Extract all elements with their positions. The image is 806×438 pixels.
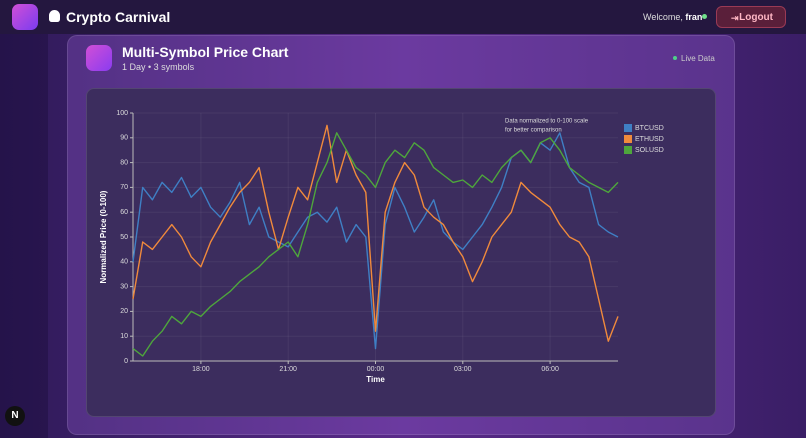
y-tick-label: 80 xyxy=(120,159,128,166)
legend-label: ETHUSD xyxy=(635,136,664,143)
legend-swatch xyxy=(624,146,632,154)
chart: 0 10 20 30 40 50 60 70 80 90 100 18:00 21:00 00:00 03:… xyxy=(99,110,664,384)
series-line xyxy=(132,124,619,342)
x-axis-label: Time xyxy=(366,375,385,384)
y-axis-label: Normalized Price (0-100) xyxy=(99,190,108,283)
annotation: for better comparison xyxy=(505,128,562,134)
x-tick-label: 18:00 xyxy=(192,366,210,373)
x-tick-label: 06:00 xyxy=(541,366,559,373)
brand: Crypto Carnival xyxy=(66,9,171,25)
annotation: Data normalized to 0-100 scale xyxy=(505,119,589,125)
sidebar xyxy=(0,34,48,438)
x-tick-label: 00:00 xyxy=(367,366,385,373)
y-tick-label: 50 xyxy=(120,234,128,241)
header: Crypto Carnival Welcome, fran ⇥ Logout xyxy=(0,0,806,34)
dev-badge[interactable]: N xyxy=(5,406,25,426)
y-tick-label: 90 xyxy=(120,135,128,142)
legend-label: BTCUSD xyxy=(635,125,664,132)
logout-button[interactable]: ⇥ Logout xyxy=(716,6,786,28)
card-subtitle: 1 Day • 3 symbols xyxy=(122,62,195,72)
card-title: Multi-Symbol Price Chart xyxy=(122,44,289,60)
y-tick-label: 30 xyxy=(120,283,128,290)
live-dot xyxy=(673,56,677,60)
y-tick-label: 10 xyxy=(120,333,128,340)
logout-label[interactable]: Logout xyxy=(739,12,773,23)
logo[interactable] xyxy=(12,4,38,30)
y-tick-label: 70 xyxy=(120,184,128,191)
legend-swatch xyxy=(624,135,632,143)
series-line xyxy=(132,132,619,357)
y-tick-label: 0 xyxy=(124,358,128,365)
y-tick-label: 40 xyxy=(120,259,128,266)
welcome: Welcome, fran xyxy=(643,12,702,22)
legend-label: SOLUSD xyxy=(635,147,664,154)
y-tick-label: 60 xyxy=(120,209,128,216)
x-tick-label: 21:00 xyxy=(279,366,297,373)
y-tick-label: 100 xyxy=(116,110,128,117)
chart-icon xyxy=(86,45,112,71)
live-status: Live Data xyxy=(681,54,715,63)
y-tick-label: 20 xyxy=(120,308,128,315)
welcome-text: Welcome, xyxy=(643,12,683,22)
legend-swatch xyxy=(624,124,632,132)
online-dot xyxy=(702,14,707,19)
brand-icon xyxy=(49,10,60,22)
chart-panel xyxy=(86,88,716,417)
user-name: fran xyxy=(685,12,703,22)
x-tick-label: 03:00 xyxy=(454,366,472,373)
